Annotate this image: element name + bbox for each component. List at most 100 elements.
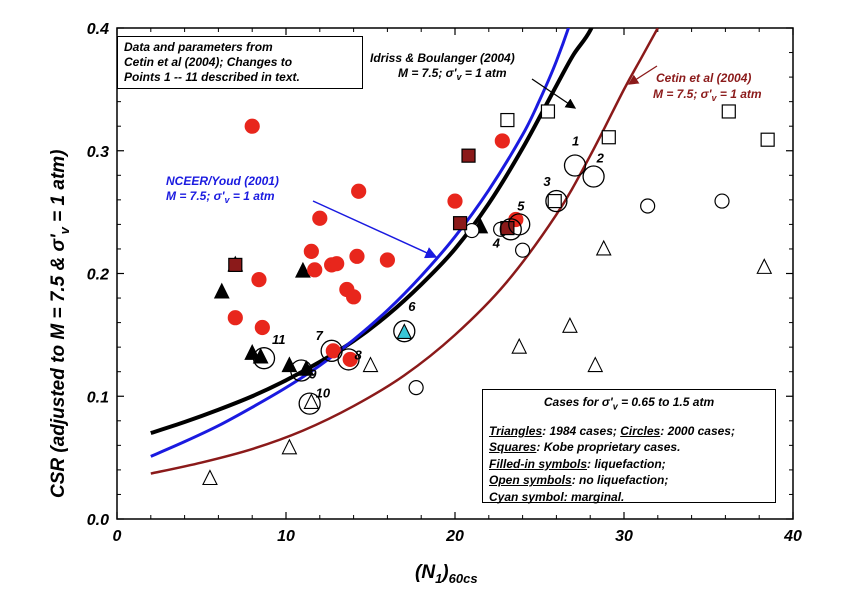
circle-filled-point [254,319,270,336]
triangle-filled-point [213,282,230,299]
idriss-arrow [531,78,577,109]
data-note-line3: Points 1 -- 11 described in text. [124,70,300,84]
curve-cetin-et-al-2004 [150,28,659,475]
x-axis-label: (N1)60cs [415,562,478,586]
square-open-point [721,104,736,119]
triangle-open-point [303,393,320,409]
numbered-point-label: 6 [408,299,416,314]
circle-open-point [514,242,531,258]
idriss-label-line1: Idriss & Boulanger (2004) [370,51,515,65]
marginal-cyan-point [396,323,413,339]
y-axis-label: CSR (adjusted to M = 7.5 & σ'v = 1 atm) [48,150,72,499]
circle-filled-point [307,262,323,278]
square-open-point [601,130,616,145]
triangle-open-point [281,438,298,455]
x-tick-label: 30 [615,528,633,545]
triangle-open-point [562,317,578,333]
triangle-open-point [202,469,218,486]
triangle-open-point [756,258,773,274]
square-filled-point [461,148,476,163]
numbered-point-ring [298,392,321,415]
square-open-point [547,193,562,209]
circle-filled-point [329,256,345,272]
triangle-open-point [595,239,612,256]
legend-title: Cases for σ'v = 0.65 to 1.5 atm [543,395,715,412]
triangle-filled-point [298,360,315,376]
triangle-filled-point [252,347,269,364]
curve-nceer-youd-2001 [150,28,571,458]
circle-filled-point [312,210,328,226]
circle-filled-point [349,248,365,264]
numbered-point-ring [582,165,605,188]
legend-line-open: Open symbols: no liquefaction; [489,473,669,488]
numbered-point-ring [290,359,313,382]
circle-filled-point [303,243,319,260]
legend-line-squares: Squares: Kobe proprietary cases. [489,440,681,455]
square-filled-point [452,216,468,231]
circle-filled-point [342,351,358,368]
numbered-point-label: 7 [316,328,324,343]
cetin-label-line1: Cetin et al (2004) [656,71,751,85]
numbered-point-label: 4 [492,235,501,250]
points-group [202,104,775,486]
curves-group [150,28,659,475]
square-open-point [540,104,556,119]
circle-filled-point [447,193,463,209]
circle-filled-point [244,118,260,134]
numbered-point-label: 3 [543,174,551,189]
legend-line-filled: Filled-in symbols: liquefaction; [489,456,666,471]
square-open-point [500,112,515,128]
numbered-point-label: 9 [309,366,317,381]
curve-idriss-boulanger-2004 [150,28,594,435]
x-tick-label: 10 [277,528,295,545]
circle-filled-point [379,252,395,268]
numbered-point-ring [508,213,531,236]
circle-open-point [464,222,480,239]
numbered-point-ring [337,348,360,371]
axis-ticks: 0 10 20 30 40 0.0 0.1 0.2 0.3 0.4 [87,21,802,545]
triangle-open-point [362,356,379,373]
data-source-note: Data and parameters from Cetin et al (20… [117,36,363,89]
numbered-point-ring [545,189,568,213]
numbered-point-label: 2 [596,151,605,166]
numbered-point-label: 11 [272,332,286,347]
numbered-point-ring [393,320,416,343]
y-tick-label: 0.3 [87,144,109,161]
x-tick-label: 20 [445,528,464,545]
numbered-point-ring [252,347,276,370]
y-tick-label: 0.1 [87,389,109,406]
square-filled-point [228,257,243,273]
nceer-arrow [312,200,438,259]
data-note-line2: Cetin et al (2004); Changes to [124,55,293,69]
numbered-point-label: 5 [517,198,525,213]
x-tick-label: 0 [113,528,122,545]
triangle-open-point [587,356,604,373]
nceer-label-line1: NCEER/Youd (2001) [166,174,279,188]
square-open-point [760,132,775,147]
circle-filled-point [346,289,362,305]
circle-open-point [640,198,656,214]
data-note-line1: Data and parameters from [124,40,273,54]
cetin-label-line2: M = 7.5; σ'v = 1 atm [653,87,762,103]
y-tick-label: 0.4 [87,21,109,38]
legend-line-triangles-circles: Triangles: 1984 cases; Circles: 2000 cas… [489,423,735,438]
numbered-point-ring [563,154,587,177]
y-tick-label: 0.2 [87,267,109,284]
cetin-arrow [627,65,658,85]
numbered-point-label: 10 [316,386,331,401]
circle-filled-point [494,133,510,149]
y-tick-label: 0.0 [87,512,109,529]
point-number-labels: 1 2 3 4 5 6 7 8 9 10 11 [252,133,605,415]
legend-line-cyan: Cyan symbol: marginal. [489,489,625,504]
x-tick-label: 40 [783,528,802,545]
numbered-point-label: 8 [355,347,363,362]
nceer-label-line2: M = 7.5; σ'v = 1 atm [166,189,275,205]
idriss-label-line2: M = 7.5; σ'v = 1 atm [398,66,507,82]
circle-filled-point [351,183,367,199]
circle-filled-point [251,272,267,288]
legend-box: Cases for σ'v = 0.65 to 1.5 atm Triangle… [482,389,776,504]
numbered-point-label: 1 [572,133,579,148]
circle-filled-point [227,310,243,326]
circle-open-point [714,193,730,209]
